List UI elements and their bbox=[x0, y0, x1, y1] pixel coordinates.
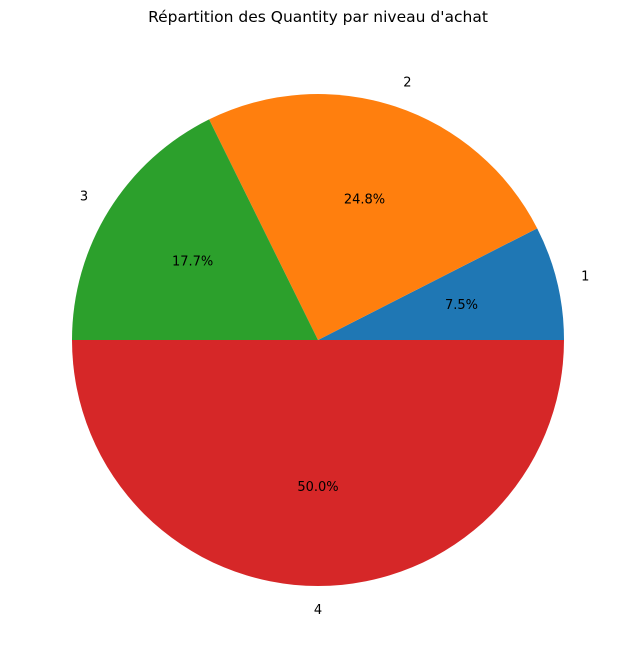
slice-percent-1: 7.5% bbox=[445, 298, 478, 313]
slice-label-4: 4 bbox=[314, 603, 322, 618]
slice-percent-3: 17.7% bbox=[172, 255, 213, 270]
slice-label-2: 2 bbox=[403, 76, 411, 91]
slice-percent-2: 24.8% bbox=[344, 192, 385, 207]
pie-slice-2 bbox=[209, 94, 538, 341]
slice-label-3: 3 bbox=[80, 190, 88, 205]
pie-slice-4 bbox=[72, 340, 564, 586]
pie-slice-1 bbox=[318, 228, 564, 340]
pie-slices bbox=[72, 94, 564, 586]
slice-label-1: 1 bbox=[581, 269, 589, 284]
pie-labels: 1 7.5% 2 24.8% 3 17.7% 4 50.0% bbox=[80, 76, 590, 618]
slice-percent-4: 50.0% bbox=[297, 480, 338, 495]
pie-slice-3 bbox=[72, 119, 318, 341]
chart-title: Répartition des Quantity par niveau d'ac… bbox=[148, 8, 488, 26]
